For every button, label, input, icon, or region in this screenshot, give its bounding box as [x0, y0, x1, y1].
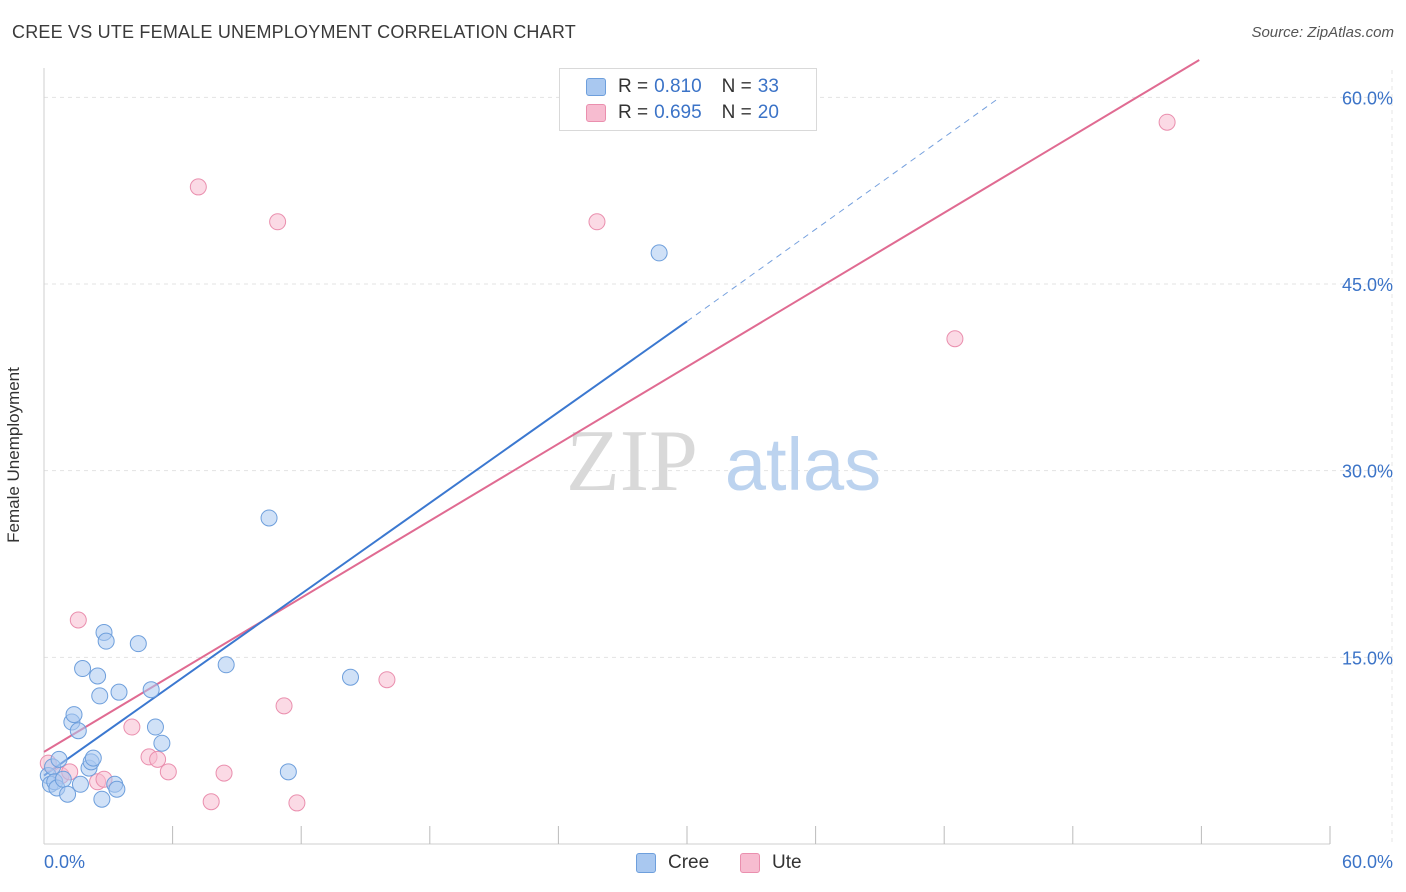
cree-point: [65, 706, 83, 724]
trend-lines: [43, 59, 1200, 777]
cree-point: [279, 763, 297, 781]
cree-point: [260, 509, 278, 527]
cree-point: [74, 660, 92, 678]
ute-point: [269, 213, 287, 231]
cree-trend-line: [43, 320, 688, 777]
cree-point: [69, 722, 87, 740]
ute-r-value: 0.695: [654, 102, 702, 123]
x-tick-label: 0.0%: [44, 852, 85, 872]
source-credit: Source: ZipAtlas.com: [1251, 24, 1394, 41]
ute-n-label: N =: [721, 102, 752, 123]
watermark-atlas: atlas: [725, 423, 881, 506]
legend-item-cree: Cree: [636, 852, 709, 874]
cree-point: [71, 775, 89, 793]
ute-n-value: 20: [757, 102, 779, 123]
ute-swatch: [586, 104, 606, 122]
watermark-zip: ZIP: [566, 413, 698, 510]
ute-point: [288, 794, 306, 812]
y-axis-label: Female Unemployment: [4, 367, 23, 543]
watermark: ZIP atlas: [566, 413, 881, 510]
ute-point: [946, 330, 964, 348]
gridlines: [44, 70, 1395, 844]
cree-point: [108, 780, 126, 798]
cree-point: [50, 750, 68, 768]
ute-point: [202, 793, 220, 811]
stats-legend: R = 0.810 N = 33 R = 0.695 N = 20: [559, 68, 817, 131]
ute-point: [123, 718, 141, 736]
legend-item-ute: Ute: [740, 852, 802, 874]
cree-point: [142, 681, 160, 699]
y-tick-label: 60.0%: [1342, 88, 1393, 108]
tick-labels: 15.0% 30.0% 45.0% 60.0% 0.0% 60.0%: [44, 88, 1393, 872]
cree-point: [89, 667, 107, 685]
cree-point: [129, 635, 147, 653]
cree-point: [91, 687, 109, 705]
cree-point: [650, 244, 668, 262]
ute-point: [1158, 113, 1176, 131]
cree-point: [110, 683, 128, 701]
cree-point: [97, 632, 115, 650]
ute-point: [588, 213, 606, 231]
cree-swatch: [586, 78, 606, 96]
axes: [43, 68, 1331, 845]
cree-point: [153, 734, 171, 752]
series-legend: Cree Ute: [0, 852, 1406, 878]
cree-trend-extension: [686, 96, 1001, 322]
cree-point: [84, 749, 102, 767]
ute-trend-line: [43, 59, 1200, 753]
cree-legend-swatch: [636, 853, 656, 873]
ute-point: [215, 764, 233, 782]
ute-point: [275, 697, 293, 715]
ute-point: [69, 611, 87, 629]
ute-point: [159, 763, 177, 781]
cree-n-label: N =: [721, 76, 752, 97]
ute-legend-swatch: [740, 853, 760, 873]
x-tick-label: 60.0%: [1342, 852, 1393, 872]
ute-point: [189, 178, 207, 196]
ute-point: [378, 671, 396, 689]
ute-legend-label: Ute: [772, 852, 802, 873]
cree-point: [93, 790, 111, 808]
ute-point: [149, 750, 167, 768]
cree-n-value: 33: [757, 76, 779, 97]
cree-point: [146, 718, 164, 736]
cree-r-value: 0.810: [654, 76, 702, 97]
ute-r-label: R =: [618, 102, 649, 123]
cree-r-label: R =: [618, 76, 649, 97]
y-tick-label: 30.0%: [1342, 462, 1393, 482]
cree-point: [59, 785, 77, 803]
legend-row-ute: R = 0.695 N = 20: [586, 101, 779, 125]
cree-point: [341, 668, 359, 686]
cree-point: [217, 656, 235, 674]
y-tick-label: 15.0%: [1342, 648, 1393, 668]
cree-point: [54, 770, 72, 788]
cree-points: [39, 244, 668, 808]
cree-legend-label: Cree: [668, 852, 710, 873]
legend-row-cree: R = 0.810 N = 33: [586, 75, 779, 99]
y-tick-label: 45.0%: [1342, 275, 1393, 295]
chart-title: CREE VS UTE FEMALE UNEMPLOYMENT CORRELAT…: [12, 22, 576, 42]
